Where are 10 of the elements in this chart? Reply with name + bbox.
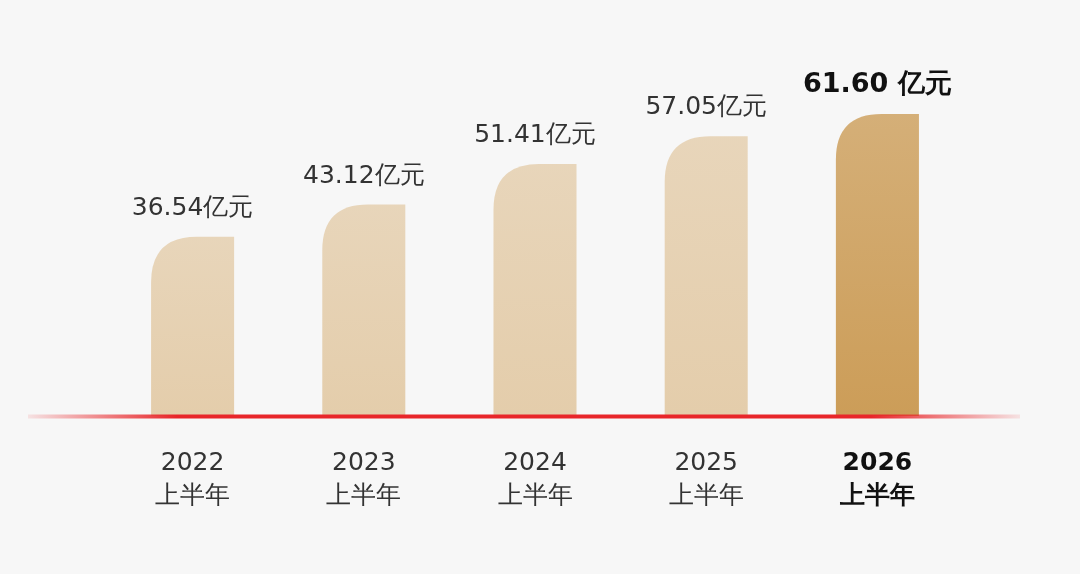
data-label: 57.05亿元: [645, 91, 767, 121]
data-label: 51.41亿元: [474, 118, 596, 148]
x-tick-label: 2025 上半年: [668, 447, 744, 509]
data-label: 36.54亿元: [131, 191, 254, 221]
data-label: 43.12亿元: [303, 159, 425, 189]
x-tick-label: 2024 上半年: [497, 447, 573, 509]
x-tick-label: 2023 上半年: [326, 447, 402, 509]
data-label: 61.60 亿元: [802, 67, 952, 98]
x-tick-label: 2022 上半年: [155, 447, 231, 509]
x-tick-label: 2026 上半年: [838, 447, 915, 509]
